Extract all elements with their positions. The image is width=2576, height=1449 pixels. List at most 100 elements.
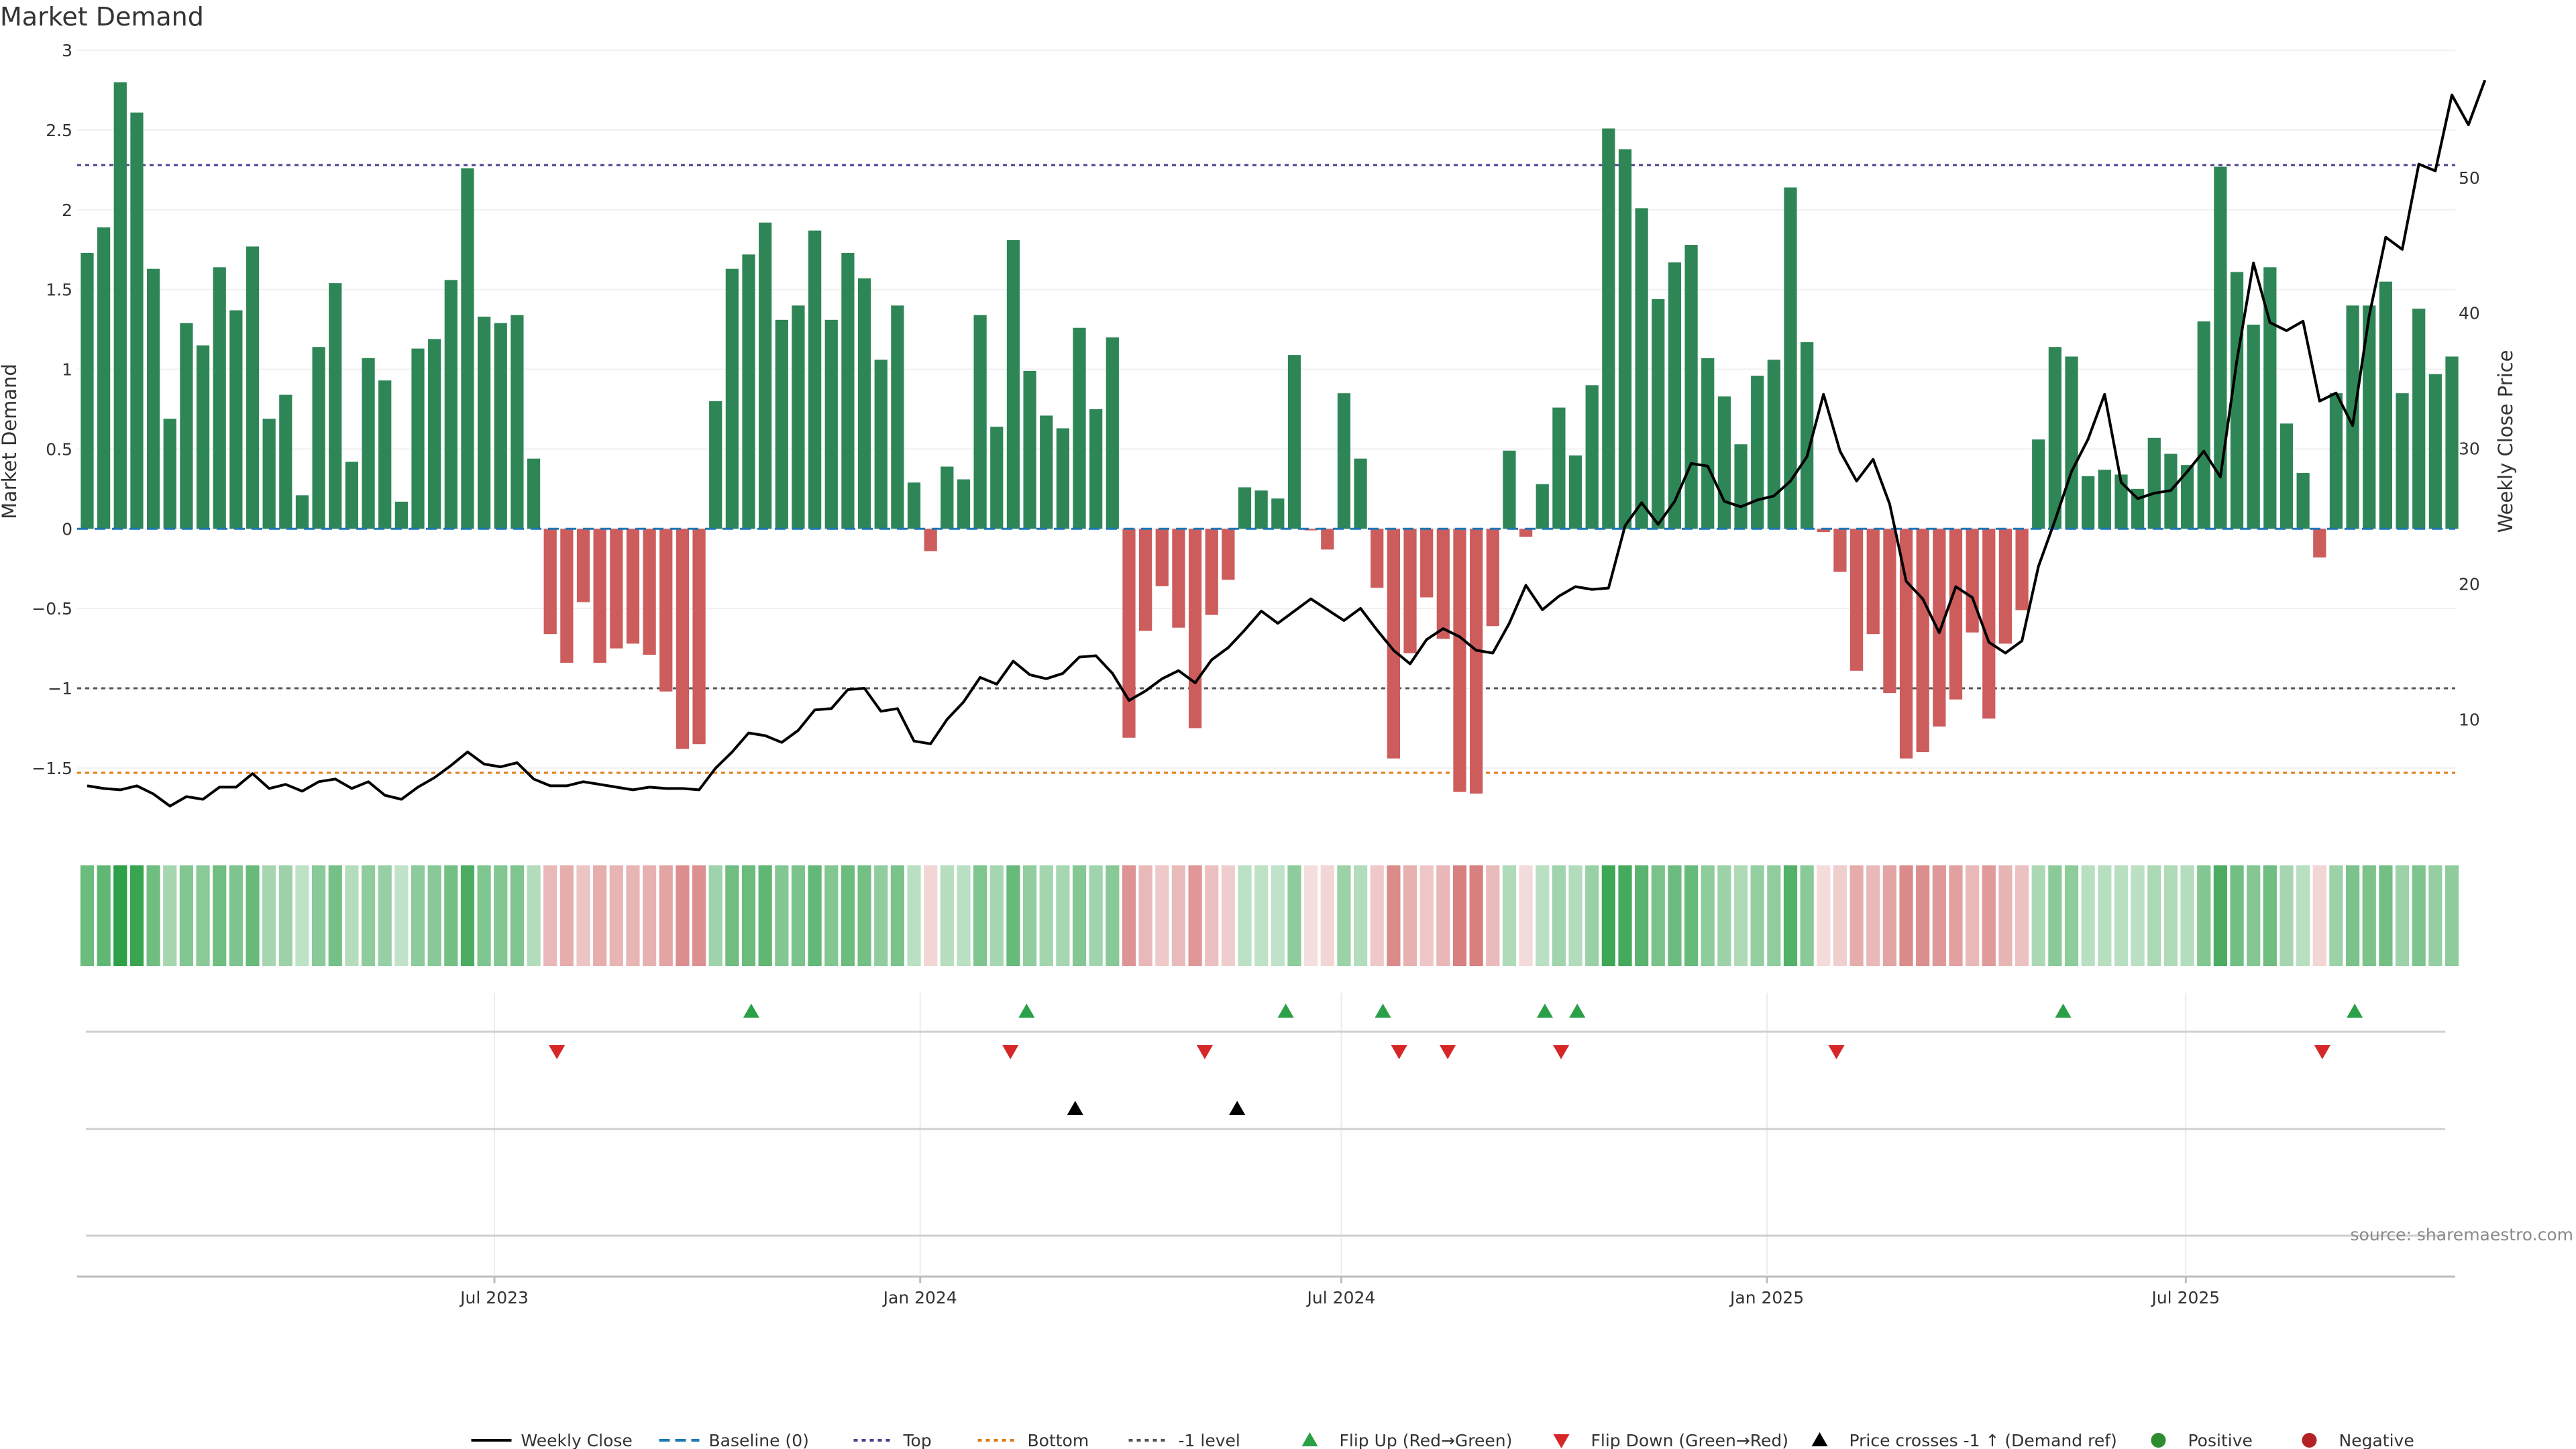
demand-bar bbox=[1089, 409, 1103, 529]
demand-bar bbox=[163, 419, 176, 529]
demand-bar bbox=[180, 323, 193, 529]
demand-bar bbox=[1849, 529, 1864, 671]
demand-bar bbox=[2032, 439, 2045, 529]
demand-bar bbox=[2428, 374, 2442, 529]
legend-swatch-circle bbox=[2151, 1433, 2166, 1448]
demand-bar bbox=[1222, 529, 1235, 580]
demand-bar bbox=[2313, 529, 2326, 558]
y-right-tick-label: 40 bbox=[2459, 304, 2480, 323]
heat-strip-cell bbox=[146, 865, 160, 966]
heat-strip-cell bbox=[1436, 865, 1450, 966]
heat-strip-cell bbox=[2345, 865, 2360, 966]
heat-strip-cell bbox=[543, 865, 557, 966]
y-left-tick-label: 1.5 bbox=[46, 280, 72, 300]
heat-strip-cell bbox=[129, 865, 144, 966]
demand-bar bbox=[2396, 393, 2409, 529]
heat-strip-cell bbox=[1254, 865, 1269, 966]
heat-strip-cell bbox=[857, 865, 871, 966]
heat-strip-cell bbox=[477, 865, 491, 966]
heat-strip-cell bbox=[1866, 865, 1880, 966]
demand-bar bbox=[841, 252, 855, 529]
heat-strip-cell bbox=[1849, 865, 1864, 966]
demand-bar bbox=[1271, 498, 1285, 529]
demand-bar bbox=[527, 458, 541, 529]
flip-up-marker bbox=[1018, 1004, 1035, 1018]
demand-bar bbox=[1668, 262, 1682, 529]
heat-strip-cell bbox=[427, 865, 441, 966]
demand-bar bbox=[1470, 529, 1483, 794]
heat-strip-cell bbox=[1271, 865, 1285, 966]
heat-strip-cell bbox=[1370, 865, 1384, 966]
heat-strip-cell bbox=[1949, 865, 1963, 966]
weekly-close-series bbox=[87, 79, 2487, 808]
heat-strip-cell bbox=[973, 865, 987, 966]
demand-bar bbox=[1188, 529, 1202, 729]
weekly-close-line bbox=[87, 79, 2487, 808]
demand-bar bbox=[1933, 529, 1946, 727]
heat-strip-cell bbox=[444, 865, 458, 966]
heat-strip-cell bbox=[1238, 865, 1252, 966]
heat-strip-cell bbox=[1618, 865, 1632, 966]
demand-bar bbox=[2048, 347, 2062, 529]
heat-strip-cell bbox=[1106, 865, 1120, 966]
demand-bar bbox=[2114, 474, 2128, 529]
heat-strip-cell bbox=[1502, 865, 1517, 966]
heat-strip-cell bbox=[725, 865, 739, 966]
heat-strip-cell bbox=[2445, 865, 2459, 966]
demand-bar bbox=[1337, 393, 1351, 529]
heat-strip-cell bbox=[1287, 865, 1301, 966]
heat-strip-cell bbox=[361, 865, 376, 966]
demand-bars bbox=[80, 82, 2459, 794]
heat-strip-cell bbox=[1750, 865, 1764, 966]
demand-bar bbox=[1536, 484, 1549, 529]
source-note: source: sharemaestro.com bbox=[2351, 1225, 2574, 1244]
heat-strip-cell bbox=[1304, 865, 1318, 966]
demand-bar bbox=[874, 360, 888, 529]
heat-strip-cell bbox=[1072, 865, 1087, 966]
demand-bar bbox=[113, 82, 127, 529]
heat-strip-cell bbox=[2180, 865, 2194, 966]
heat-strip-cell bbox=[1337, 865, 1351, 966]
demand-bar bbox=[1073, 327, 1086, 529]
demand-bar bbox=[213, 267, 226, 529]
heat-strip-cell bbox=[2081, 865, 2095, 966]
demand-bar bbox=[130, 112, 144, 529]
demand-bar bbox=[560, 529, 574, 663]
heat-strip-cell bbox=[460, 865, 475, 966]
heat-strip-cell bbox=[1916, 865, 1930, 966]
demand-bar bbox=[1519, 529, 1533, 537]
heat-strip-cell bbox=[394, 865, 409, 966]
heat-strip-cell bbox=[2428, 865, 2443, 966]
heat-strip-cell bbox=[1585, 865, 1599, 966]
heat-strip-cell bbox=[213, 865, 227, 966]
legend-item: Baseline (0) bbox=[659, 1431, 809, 1449]
heat-strip-cell bbox=[1800, 865, 1814, 966]
demand-bar bbox=[1205, 529, 1218, 615]
heat-strip-cell bbox=[940, 865, 954, 966]
demand-bar bbox=[394, 501, 408, 529]
heat-strip-cell bbox=[1767, 865, 1781, 966]
legend-label: Bottom bbox=[1028, 1431, 1089, 1449]
heat-strip-cell bbox=[2114, 865, 2129, 966]
chart-title: Market Demand bbox=[0, 2, 204, 32]
heat-strip-cell bbox=[1403, 865, 1417, 966]
demand-bar bbox=[1420, 529, 1434, 598]
heat-strip-cell bbox=[559, 865, 574, 966]
heat-strip-cell bbox=[1651, 865, 1665, 966]
price-cross-marker bbox=[1067, 1101, 1083, 1115]
heat-strip-cell bbox=[1022, 865, 1037, 966]
demand-bar bbox=[2214, 166, 2227, 529]
demand-bar bbox=[1387, 529, 1400, 759]
heat-strip-cell bbox=[1387, 865, 1401, 966]
legend-label: Top bbox=[903, 1431, 932, 1449]
legend-label: Positive bbox=[2188, 1431, 2253, 1449]
demand-bar bbox=[1436, 529, 1450, 639]
demand-bar bbox=[676, 529, 690, 749]
demand-bar bbox=[1155, 529, 1169, 586]
heat-strip-cell bbox=[378, 865, 392, 966]
demand-bar bbox=[1304, 529, 1318, 531]
demand-bar bbox=[229, 310, 243, 529]
heat-strip-cell bbox=[708, 865, 722, 966]
heat-strip-cell bbox=[1122, 865, 1136, 966]
legend-swatch-circle bbox=[2302, 1433, 2317, 1448]
